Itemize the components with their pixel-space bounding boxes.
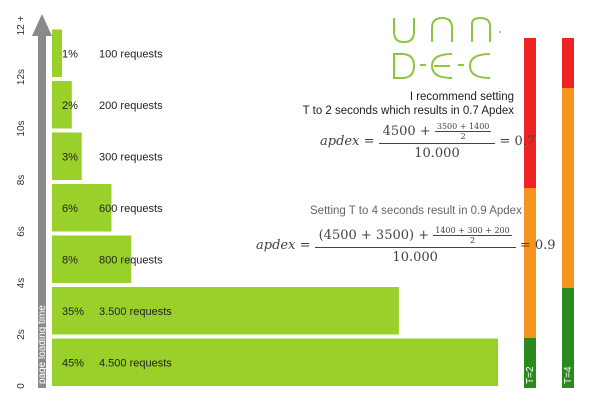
formula-t4: apdex = (4500 + 3500) + 1400 + 300 + 200…: [256, 226, 556, 265]
bar: [52, 287, 399, 335]
formula-t4-sub-den: 2: [469, 236, 476, 245]
bar-requests-label: 300 requests: [99, 151, 163, 163]
bar-percent-label: 3%: [62, 151, 78, 163]
recommendation-line-2: T to 2 seconds which results in 0.7 Apde…: [302, 105, 514, 117]
formula-t4-result: = 0.9: [519, 238, 556, 253]
bar-requests-label: 100 requests: [99, 48, 163, 60]
logo: [390, 12, 510, 84]
recommendation-text: I recommend setting T to 2 seconds which…: [303, 90, 514, 118]
y-tick-label: 12 +: [16, 15, 27, 35]
threshold-segment-frustrated: [524, 38, 536, 188]
y-tick-label: 6s: [16, 226, 27, 237]
bar: [52, 132, 82, 180]
formula-t2-lhs: apdex: [320, 134, 360, 149]
formula-t4-num-main: (4500 + 3500) +: [318, 228, 430, 243]
formula-t4-sub-num: 1400 + 300 + 200: [433, 226, 512, 236]
bar-requests-label: 4.500 requests: [99, 357, 172, 369]
formula-t2-result: = 0.7: [499, 134, 536, 149]
y-tick-label: 10s: [16, 120, 27, 136]
bar: [52, 29, 62, 77]
threshold-segment-tolerating: [524, 188, 536, 338]
formula-t4-lhs: apdex: [256, 238, 296, 253]
formula-t2-num-main: 4500 +: [382, 124, 431, 139]
bar-percent-label: 45%: [62, 357, 84, 369]
bar: [52, 81, 72, 129]
bar-requests-label: 200 requests: [99, 100, 163, 112]
y-tick-label: 8s: [16, 175, 27, 186]
formula-t4-den: 10.000: [392, 250, 438, 265]
bar-percent-label: 2%: [62, 100, 78, 112]
y-axis-label: page loading time: [37, 305, 48, 384]
bar-percent-label: 6%: [62, 203, 78, 215]
formula-t2-sub-den: 2: [460, 132, 466, 141]
bar-requests-label: 3.500 requests: [99, 306, 172, 318]
threshold-segment-satisfied: [562, 288, 574, 388]
bar: [52, 338, 498, 386]
y-axis-shaft: [38, 34, 46, 388]
logo-mark: [393, 16, 501, 79]
formula-t2: apdex = 4500 + 3500 + 1400 2 10.000 = 0.7: [320, 122, 536, 161]
y-tick-label: 4s: [16, 278, 27, 289]
y-tick-label: 2s: [16, 329, 27, 340]
recommendation-line-1: I recommend setting: [409, 91, 514, 103]
bar-requests-label: 800 requests: [99, 254, 163, 266]
y-tick-label: 0: [16, 383, 27, 389]
threshold-label: T=4: [563, 366, 574, 384]
threshold-segment-frustrated: [562, 38, 574, 88]
threshold-label: T=2: [525, 366, 536, 384]
setting-t4-text: Setting T to 4 seconds result in 0.9 Apd…: [310, 205, 522, 217]
bar-percent-label: 8%: [62, 254, 78, 266]
formula-t2-sub-num: 3500 + 1400: [434, 122, 492, 132]
bar-percent-label: 35%: [62, 306, 84, 318]
y-tick-label: 12s: [16, 69, 27, 85]
y-axis-arrow-head: [32, 14, 52, 36]
bar: [52, 235, 132, 283]
threshold-segment-tolerating: [562, 88, 574, 288]
bar-percent-label: 1%: [62, 48, 78, 60]
bar: [52, 184, 112, 232]
threshold-segment-satisfied: [524, 338, 536, 388]
bar-requests-label: 600 requests: [99, 203, 163, 215]
formula-t2-den: 10.000: [414, 146, 460, 161]
